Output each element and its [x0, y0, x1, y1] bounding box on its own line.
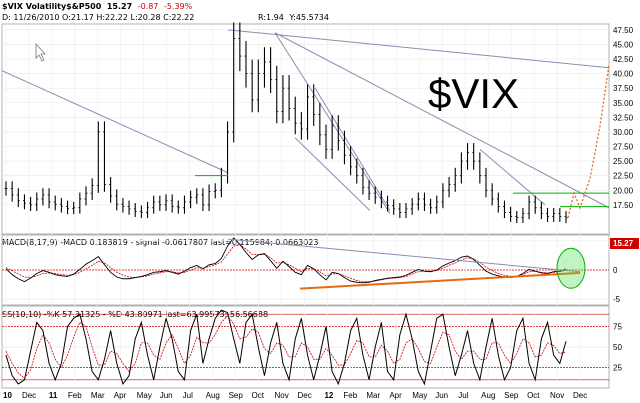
- price-y-tick: 22.50: [613, 172, 634, 181]
- x-tick-label: Aug: [481, 391, 495, 400]
- macd-signal: - signal -0.0617807: [130, 238, 209, 247]
- price-y-tick: 17.50: [613, 201, 634, 210]
- x-tick-label: May: [412, 391, 427, 400]
- mouse-pointer-icon: [35, 42, 46, 62]
- price-y-tick: 35.00: [613, 99, 634, 108]
- price-y-tick: 45.00: [613, 40, 634, 49]
- x-tick-label: Jul: [458, 391, 468, 400]
- price-y-tick: 25.00: [613, 157, 634, 166]
- last-price: 15.27: [106, 2, 133, 11]
- x-tick-label: Mar: [366, 391, 380, 400]
- x-tick-label: Dec: [22, 391, 36, 400]
- x-tick-label: Apr: [114, 391, 127, 400]
- r-readout: R:1.94: [258, 13, 284, 22]
- price-change-pct: -5.39%: [163, 2, 193, 11]
- price-y-tick: 30.00: [613, 128, 634, 137]
- price-y-tick: 37.50: [613, 84, 634, 93]
- x-tick-label: Feb: [343, 391, 357, 400]
- r-readout-wrap: R:1.94 Y:45.5734: [258, 13, 332, 22]
- macd-value: -MACD 0.183819: [60, 238, 128, 247]
- x-tick-label: Mar: [91, 391, 105, 400]
- macd-y-tick: 0: [613, 266, 618, 275]
- macd-trendline: [227, 238, 581, 273]
- price-y-tick: 47.50: [613, 26, 634, 35]
- y-readout: Y:45.5734: [289, 13, 329, 22]
- price-change: -0.87: [137, 2, 159, 11]
- x-tick-label: Apr: [389, 391, 402, 400]
- macd-label: MACD(8,17,9): [2, 238, 58, 247]
- x-tick-label: Sep: [229, 391, 244, 400]
- symbol-title: $VIX Volatility$&P500: [2, 2, 102, 11]
- x-tick-label: Jun: [160, 391, 173, 400]
- x-tick-label: Sep: [504, 391, 519, 400]
- macd-orange-support: [299, 271, 581, 290]
- x-tick-label: Jun: [435, 391, 448, 400]
- price-y-tick: 42.50: [613, 55, 634, 64]
- x-tick-label: Oct: [252, 391, 265, 400]
- macd-legend: MACD(8,17,9) -MACD 0.183819 - signal -0.…: [2, 238, 319, 247]
- x-tick-label: Nov: [550, 391, 564, 400]
- trendline-late: [479, 149, 546, 206]
- last-price-flag-text: 15.27: [613, 239, 634, 248]
- ohlc-readout: D: 11/26/2010 O:21.17 H:22.22 L:20.28 C:…: [2, 13, 195, 22]
- x-tick-label: Feb: [68, 391, 82, 400]
- price-y-tick: 27.50: [613, 143, 634, 152]
- macd-line: [5, 237, 567, 284]
- last-price-flag: [610, 238, 639, 249]
- macd-green-highlight: [556, 247, 586, 289]
- x-tick-label: Dec: [297, 391, 311, 400]
- macd-last: last=0.115984;: [210, 238, 273, 247]
- price-y-tick: 32.50: [613, 113, 634, 122]
- stoch-d-line: [5, 315, 567, 379]
- vix-annotation: $VIX: [428, 70, 519, 117]
- x-tick-label: 11: [49, 391, 58, 400]
- x-tick-label: Nov: [275, 391, 289, 400]
- x-tick-label: Dec: [573, 391, 587, 400]
- trendline-resistance: [274, 32, 610, 209]
- x-tick-label: Jul: [183, 391, 193, 400]
- x-tick-label: 12: [324, 391, 333, 400]
- trendline-top: [227, 29, 610, 69]
- macd-y-tick: -5: [613, 295, 621, 304]
- price-panel-frame: [1, 23, 610, 235]
- x-tick-label: 10: [3, 391, 12, 400]
- x-tick-label: May: [137, 391, 152, 400]
- macd-hist: 0.0663023: [275, 238, 319, 247]
- channel-upper: [314, 87, 391, 211]
- stoch-y-tick: 50: [613, 343, 622, 352]
- x-tick-label: Oct: [527, 391, 540, 400]
- stoch-y-tick: 25: [613, 364, 622, 373]
- channel-lower: [294, 137, 371, 212]
- x-tick-label: Aug: [206, 391, 220, 400]
- stoch-k-line: [5, 309, 567, 386]
- price-y-tick: 20.00: [613, 186, 634, 195]
- chart-header: $VIX Volatility$&P500 15.27 -0.87 -5.39%: [2, 2, 195, 11]
- ohlc-line: D: 11/26/2010 O:21.17 H:22.22 L:20.28 C:…: [2, 13, 197, 22]
- price-y-tick: 40.00: [613, 70, 634, 79]
- trendline-early: [1, 70, 229, 174]
- stoch-y-tick: 75: [613, 323, 622, 332]
- orange-projection: [567, 64, 610, 218]
